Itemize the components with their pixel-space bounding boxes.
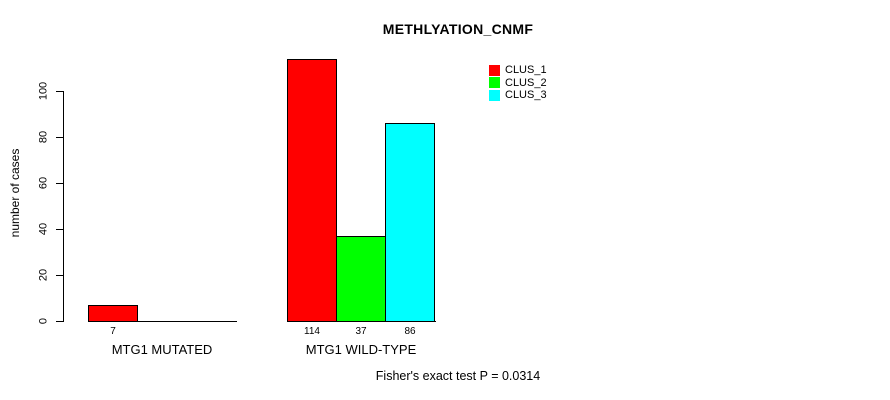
chart-title: METHLYATION_CNMF [382, 21, 534, 37]
y-tick-label: 80 [37, 130, 50, 144]
y-axis-tick [56, 91, 63, 92]
legend-label: CLUS_1 [505, 64, 547, 77]
annotation-fisher-test: Fisher's exact test P = 0.0314 [375, 369, 541, 383]
x-category-label: MTG1 MUTATED [111, 342, 213, 357]
y-axis-tick [56, 275, 63, 276]
y-axis-line [63, 91, 64, 322]
bar-value-label: 37 [355, 326, 367, 337]
legend-item-clus_3: CLUS_3 [489, 89, 547, 102]
y-tick-label: 100 [37, 81, 50, 101]
y-axis-tick [56, 229, 63, 230]
legend-swatch-icon [489, 64, 500, 76]
legend: CLUS_1 CLUS_2 CLUS_3 [489, 64, 547, 102]
bar-clus_1-group1 [88, 305, 138, 322]
bar-value-label: 114 [304, 326, 320, 337]
bar-value-label: 86 [404, 326, 416, 337]
legend-label: CLUS_2 [505, 76, 547, 89]
bar-clus_3-group2 [385, 123, 435, 322]
y-tick-label: 20 [37, 268, 50, 282]
y-tick-label: 60 [37, 176, 50, 190]
legend-label: CLUS_3 [505, 89, 547, 102]
x-category-label: MTG1 WILD-TYPE [305, 342, 417, 357]
legend-item-clus_2: CLUS_2 [489, 77, 547, 90]
legend-swatch-icon [489, 77, 500, 89]
bar-clus_2-group2 [336, 236, 386, 322]
bar-value-label: 7 [110, 326, 116, 337]
x-baseline [88, 321, 237, 322]
legend-item-clus_1: CLUS_1 [489, 64, 547, 77]
legend-swatch-icon [489, 89, 500, 101]
y-tick-label: 40 [37, 222, 50, 236]
y-axis-tick [56, 137, 63, 138]
y-tick-label: 0 [37, 317, 50, 325]
bar-clus_1-group2 [287, 59, 337, 322]
y-axis-tick [56, 183, 63, 184]
y-axis-tick [56, 321, 63, 322]
